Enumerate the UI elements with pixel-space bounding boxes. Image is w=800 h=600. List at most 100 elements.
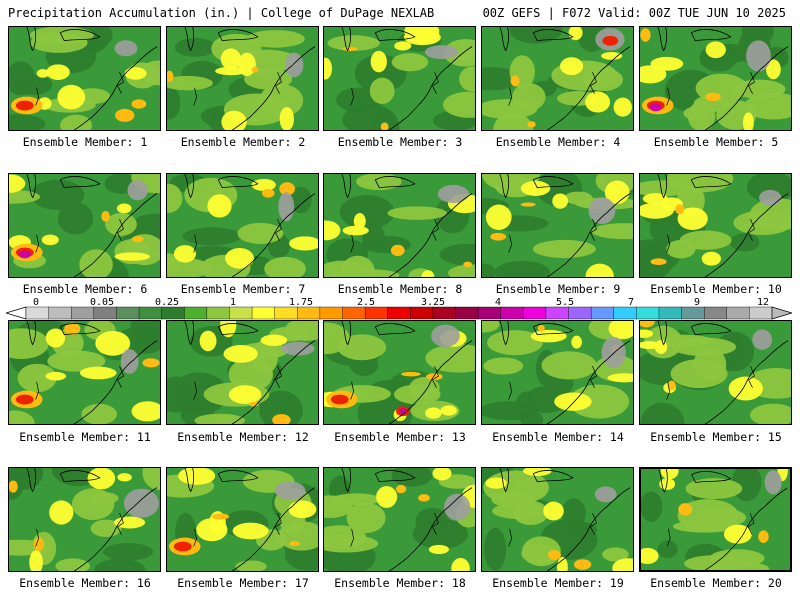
ensemble-map-panel[interactable] bbox=[639, 467, 792, 572]
precip-map bbox=[167, 468, 318, 571]
colorbar-tick-label: 9 bbox=[693, 297, 701, 308]
precip-map bbox=[482, 321, 633, 424]
colorbar-segment bbox=[206, 306, 230, 320]
colorbar-segment bbox=[455, 306, 479, 320]
colorbar-segment bbox=[71, 306, 95, 320]
colorbar-segment bbox=[161, 306, 185, 320]
precip-map bbox=[167, 27, 318, 130]
colorbar-segment bbox=[590, 306, 615, 320]
precip-map bbox=[9, 27, 160, 130]
precip-map bbox=[640, 27, 791, 130]
colorbar-tick-label: 0.25 bbox=[154, 297, 180, 308]
precip-map bbox=[324, 27, 475, 130]
colorbar-segment bbox=[229, 306, 253, 320]
colorbar-segment bbox=[681, 306, 705, 320]
ensemble-member-label: Ensemble Member: 14 bbox=[492, 430, 624, 444]
precip-map bbox=[482, 27, 633, 130]
ensemble-map-panel[interactable] bbox=[481, 320, 634, 425]
ensemble-map-panel[interactable] bbox=[323, 320, 476, 425]
colorbar-segment bbox=[703, 306, 728, 320]
colorbar-tick-label: 1.75 bbox=[288, 297, 314, 308]
colorbar-segment bbox=[636, 306, 660, 320]
ensemble-map-panel[interactable] bbox=[166, 320, 319, 425]
precip-map bbox=[9, 468, 160, 571]
colorbar-segment bbox=[658, 306, 683, 320]
ensemble-member-label: Ensemble Member: 2 bbox=[180, 135, 306, 149]
precip-map bbox=[9, 321, 160, 424]
colorbar-segment bbox=[319, 306, 343, 320]
colorbar-tick-label: 0 bbox=[32, 297, 40, 308]
ensemble-map-panel[interactable] bbox=[481, 467, 634, 572]
colorbar bbox=[6, 306, 792, 320]
ensemble-member-label: Ensemble Member: 5 bbox=[653, 135, 779, 149]
ensemble-map-panel[interactable] bbox=[323, 467, 476, 572]
ensemble-member-label: Ensemble Member: 3 bbox=[337, 135, 463, 149]
colorbar-segment bbox=[116, 306, 140, 320]
colorbar-segment bbox=[297, 306, 321, 320]
colorbar-segment bbox=[48, 306, 72, 320]
colorbar-segment bbox=[477, 306, 502, 320]
ensemble-member-label: Ensemble Member: 16 bbox=[19, 576, 151, 590]
ensemble-map-panel[interactable] bbox=[166, 173, 319, 278]
ensemble-map-panel[interactable] bbox=[166, 26, 319, 131]
ensemble-member-label: Ensemble Member: 15 bbox=[650, 430, 782, 444]
colorbar-segment bbox=[749, 306, 773, 320]
ensemble-member-label: Ensemble Member: 1 bbox=[22, 135, 148, 149]
colorbar-tick-label: 1 bbox=[229, 297, 237, 308]
ensemble-member-label: Ensemble Member: 19 bbox=[492, 576, 624, 590]
precip-map bbox=[324, 174, 475, 277]
precip-map bbox=[482, 174, 633, 277]
colorbar-segment bbox=[568, 306, 592, 320]
precip-map bbox=[482, 468, 633, 571]
ensemble-member-label: Ensemble Member: 6 bbox=[22, 282, 148, 296]
precip-map bbox=[324, 321, 475, 424]
ensemble-map-panel[interactable] bbox=[323, 26, 476, 131]
ensemble-member-label: Ensemble Member: 13 bbox=[334, 430, 466, 444]
colorbar-segment bbox=[432, 306, 457, 320]
precip-map bbox=[640, 174, 791, 277]
precip-map bbox=[167, 321, 318, 424]
ensemble-member-label: Ensemble Member: 4 bbox=[495, 135, 621, 149]
colorbar-segment bbox=[342, 306, 366, 320]
ensemble-map-panel[interactable] bbox=[481, 26, 634, 131]
ensemble-member-label: Ensemble Member: 10 bbox=[650, 282, 782, 296]
model-run-info: 00Z GEFS | F072 Valid: 00Z TUE JUN 10 20… bbox=[482, 6, 786, 20]
colorbar-segment bbox=[500, 306, 524, 320]
ensemble-member-label: Ensemble Member: 20 bbox=[650, 576, 782, 590]
colorbar-tick-label: 2.5 bbox=[356, 297, 376, 308]
colorbar-segment bbox=[545, 306, 570, 320]
ensemble-member-label: Ensemble Member: 17 bbox=[177, 576, 309, 590]
colorbar-tick-label: 7 bbox=[627, 297, 635, 308]
colorbar-segment bbox=[251, 306, 276, 320]
ensemble-map-panel[interactable] bbox=[639, 173, 792, 278]
precip-map bbox=[167, 174, 318, 277]
colorbar-segment bbox=[364, 306, 389, 320]
ensemble-map-panel[interactable] bbox=[639, 26, 792, 131]
colorbar-max-arrow bbox=[771, 306, 792, 320]
colorbar-segment bbox=[387, 306, 411, 320]
ensemble-map-panel[interactable] bbox=[166, 467, 319, 572]
ensemble-map-panel[interactable] bbox=[8, 467, 161, 572]
ensemble-map-panel[interactable] bbox=[8, 320, 161, 425]
ensemble-map-panel[interactable] bbox=[8, 26, 161, 131]
precip-map bbox=[324, 468, 475, 571]
ensemble-map-panel[interactable] bbox=[323, 173, 476, 278]
ensemble-member-label: Ensemble Member: 8 bbox=[337, 282, 463, 296]
ensemble-map-panel[interactable] bbox=[481, 173, 634, 278]
colorbar-segment bbox=[410, 306, 434, 320]
ensemble-map-panel[interactable] bbox=[8, 173, 161, 278]
ensemble-member-label: Ensemble Member: 12 bbox=[177, 430, 309, 444]
colorbar-segment bbox=[274, 306, 298, 320]
precip-map bbox=[640, 321, 791, 424]
colorbar-segment bbox=[613, 306, 637, 320]
colorbar-segment bbox=[184, 306, 208, 320]
colorbar-tick-label: 5.5 bbox=[555, 297, 575, 308]
colorbar-segment bbox=[93, 306, 117, 320]
colorbar-segment bbox=[726, 306, 750, 320]
map-title: Precipitation Accumulation (in.) | Colle… bbox=[8, 6, 435, 20]
ensemble-map-panel[interactable] bbox=[639, 320, 792, 425]
colorbar-tick-label: 4 bbox=[494, 297, 502, 308]
colorbar-tick-label: 0.05 bbox=[89, 297, 115, 308]
ensemble-member-label: Ensemble Member: 7 bbox=[180, 282, 306, 296]
ensemble-member-label: Ensemble Member: 9 bbox=[495, 282, 621, 296]
